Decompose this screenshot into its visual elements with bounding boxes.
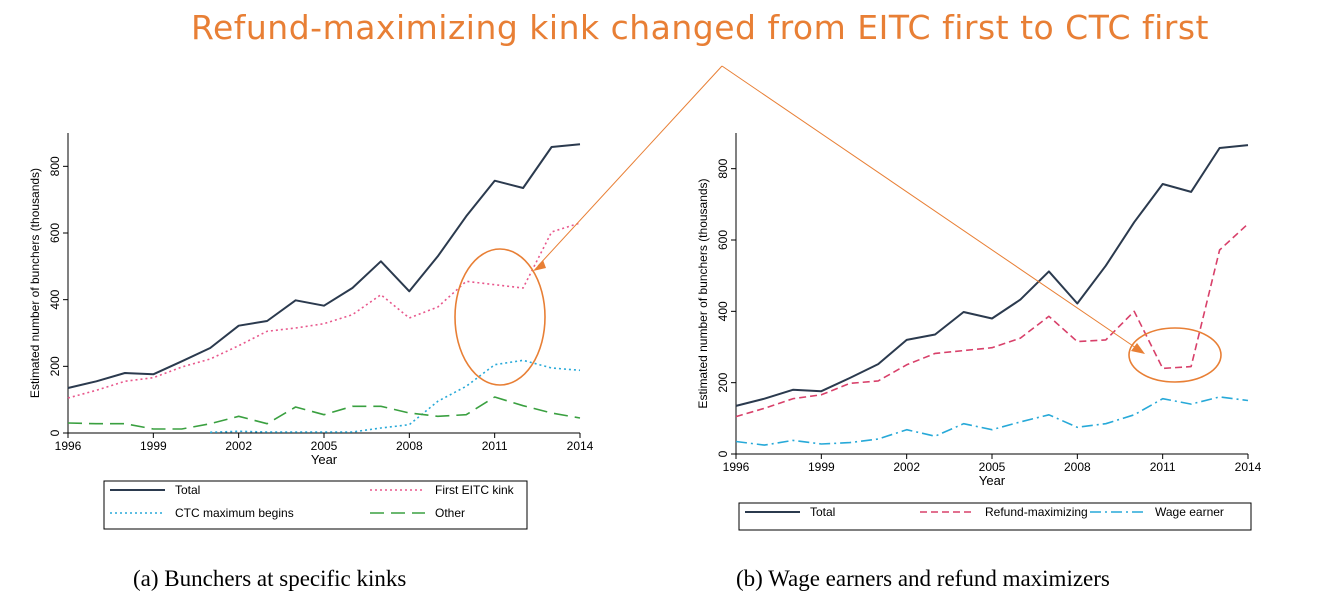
legend-box [738,502,1252,531]
x-tick-label: 2008 [396,439,423,453]
legend-label: Refund-maximizing [985,505,1088,519]
y-tick-label: 200 [48,356,62,376]
x-tick-label: 1999 [140,439,167,453]
x-tick-label: 2011 [1150,460,1176,474]
callout-arrowhead-a [533,260,546,271]
x-tick-label: 1996 [723,460,750,474]
plot-panel-a: 0 200 400 600 800 1996 1999 2002 2005 2008 2011 201… [28,133,594,530]
y-tick-label: 400 [48,289,62,309]
legend-label: Total [810,505,835,519]
y-axis-label: Estimated number of bunchers (thousands) [696,178,710,408]
y-tick-label: 400 [716,301,730,321]
x-tick-label: 2011 [482,439,508,453]
x-tick-label: 2008 [1064,460,1091,474]
x-tick-label: 1996 [55,439,82,453]
x-axis-label: Year [311,452,338,467]
series-line-wage-earner [735,396,1249,446]
legend-label: First EITC kink [435,483,515,497]
x-tick-label: 2002 [893,460,920,474]
y-tick-label: 0 [716,450,730,457]
x-tick-label: 2005 [311,439,338,453]
y-tick-label: 600 [48,223,62,243]
callout-arrow-a [537,65,723,267]
x-tick-label: 2005 [979,460,1006,474]
y-axis-label: Estimated number of bunchers (thousands) [28,168,42,398]
x-tick-label: 2014 [1235,460,1262,474]
series-line-refund-maximizing [735,223,1249,418]
legend-label: Other [435,506,465,520]
legend-label: CTC maximum begins [175,506,294,520]
y-tick-label: 0 [48,429,62,436]
highlight-ellipse-b [1128,327,1222,383]
series-line-ctc-maximum-begins [210,359,581,434]
highlight-ellipse-a [454,248,546,386]
series-line-other [67,396,581,430]
x-tick-label: 1999 [808,460,835,474]
series-line-total [67,143,581,389]
series-line-total [735,144,1249,407]
caption-a: (a) Bunchers at specific kinks [133,566,407,591]
legend-label: Wage earner [1155,505,1224,519]
x-tick-label: 2002 [225,439,252,453]
callout-arrowhead-b [1131,343,1145,354]
caption-b: (b) Wage earners and refund maximizers [736,566,1110,591]
y-tick-label: 800 [716,158,730,178]
y-tick-label: 200 [716,372,730,392]
callout-arrow-b [721,65,1140,351]
y-tick-label: 800 [48,156,62,176]
legend-box [103,480,528,530]
x-axis-label: Year [979,473,1006,488]
headline-annotation: Refund-maximizing kink changed from EITC… [191,8,1209,47]
y-tick-label: 600 [716,230,730,250]
callout-annotations [454,65,1222,386]
x-tick-label: 2014 [567,439,594,453]
plot-panel-b: 0 200 400 600 800 1996 1999 2002 2005 2008 2011 201… [696,133,1262,531]
legend-label: Total [175,483,200,497]
